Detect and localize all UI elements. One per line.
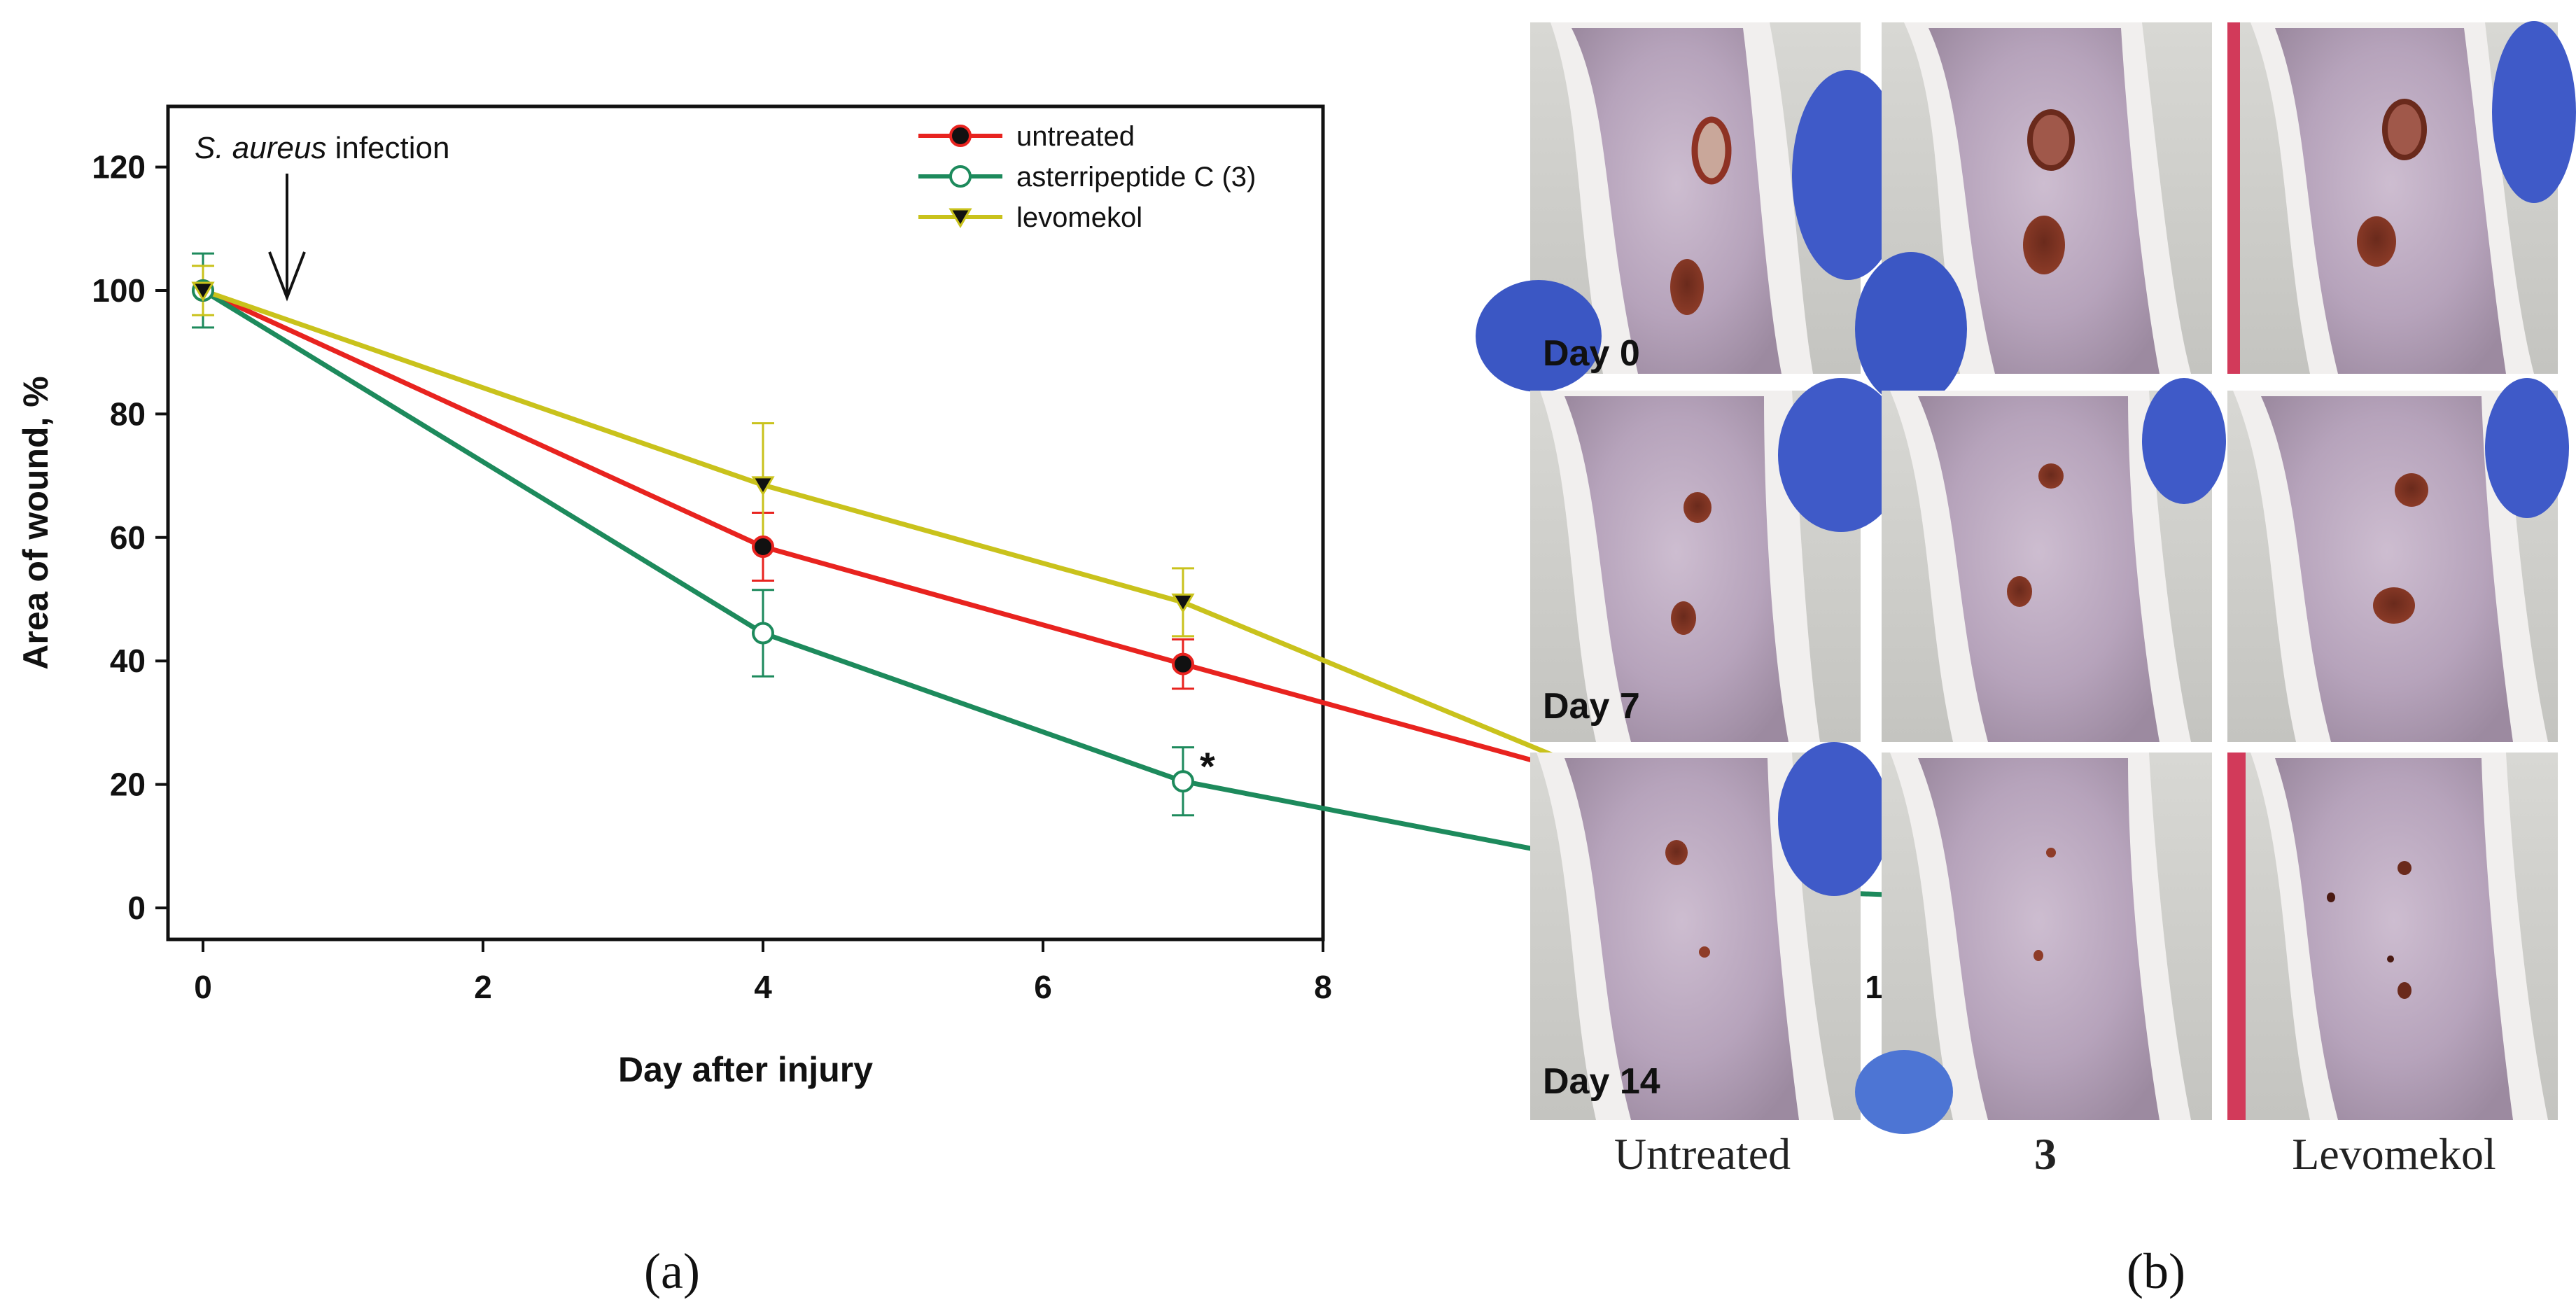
photo-day0-compound3	[1855, 22, 2212, 406]
legend-marker-levomekol	[948, 208, 972, 228]
x-axis-label: Day after injury	[618, 1050, 873, 1089]
y-tick-label: 80	[110, 396, 146, 432]
wound-photo-grid: Day 0 Day 7	[1476, 21, 2576, 1299]
photo-day7-levomekol	[2227, 378, 2569, 742]
photo-day0-untreated: Day 0	[1476, 22, 1904, 392]
data-point-untreated	[1172, 652, 1194, 676]
x-tick-label: 8	[1314, 969, 1332, 1005]
y-tick-label: 0	[127, 890, 146, 926]
x-tick-label: 2	[474, 969, 492, 1005]
row-label-day7: Day 7	[1543, 686, 1640, 727]
row-label-day0: Day 0	[1543, 333, 1640, 374]
y-axis-label: Area of wound, %	[16, 376, 55, 669]
photo-day7-compound3	[1882, 378, 2226, 742]
infection-annotation: S. aureus infection	[195, 131, 449, 302]
infection-annotation-label: S. aureus infection	[195, 131, 449, 165]
data-point-levomekol	[1171, 593, 1195, 614]
legend-entry-levomekol: levomekol	[918, 202, 1142, 233]
legend-entry-untreated: untreated	[918, 121, 1135, 152]
data-point-levomekol	[191, 281, 215, 302]
data-point-levomekol	[751, 476, 775, 496]
data-point-untreated	[752, 536, 774, 559]
data-point-asterripeptide	[1172, 770, 1194, 793]
legend-marker-untreated	[949, 125, 972, 147]
column-label-levomekol: Levomekol	[2292, 1129, 2496, 1179]
legend: untreated asterripeptide C (3) levomekol	[918, 121, 1256, 233]
legend-marker-asterripeptide	[949, 165, 972, 188]
row-label-day14: Day 14	[1543, 1061, 1660, 1102]
x-tick-label: 0	[194, 969, 212, 1005]
column-label-untreated: Untreated	[1614, 1129, 1791, 1179]
y-tick-label: 40	[110, 643, 146, 679]
x-tick-label: 6	[1034, 969, 1052, 1005]
legend-entry-asterripeptide: asterripeptide C (3)	[918, 162, 1256, 192]
legend-label-untreated: untreated	[1016, 121, 1135, 152]
y-tick-label: 60	[110, 519, 146, 556]
y-tick-label: 20	[110, 766, 146, 803]
y-tick-label: 100	[92, 272, 146, 309]
x-tick-label: 4	[754, 969, 772, 1005]
photo-day14-untreated: Day 14	[1530, 742, 1890, 1120]
panel-a-label: (a)	[644, 1243, 700, 1299]
photo-day7-untreated: Day 7	[1530, 378, 1904, 742]
column-label-compound3: 3	[2034, 1129, 2057, 1179]
photo-day0-levomekol	[2227, 21, 2576, 374]
panel-b-label: (b)	[2127, 1243, 2185, 1299]
legend-label-asterripeptide: asterripeptide C (3)	[1016, 162, 1256, 192]
legend-label-levomekol: levomekol	[1016, 202, 1142, 233]
photo-day14-compound3	[1855, 752, 2212, 1134]
infection-arrow-head	[268, 251, 306, 302]
significance-asterisk: *	[1200, 744, 1215, 788]
plot-frame	[166, 104, 1325, 941]
photo-day14-levomekol	[2227, 752, 2558, 1120]
y-tick-label: 120	[92, 149, 146, 186]
y-axis: 0 20 40 60 80 100 120	[92, 149, 168, 926]
data-point-asterripeptide	[752, 622, 774, 645]
